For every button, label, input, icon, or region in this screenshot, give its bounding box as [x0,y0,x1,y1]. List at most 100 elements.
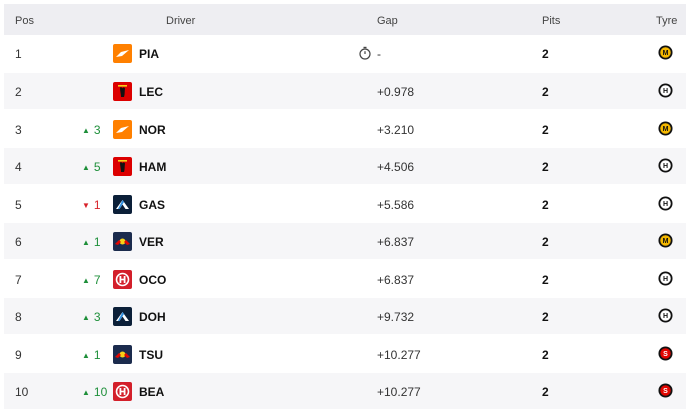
ferrari-logo-icon [113,82,132,101]
column-header-pits[interactable]: Pits [542,15,561,27]
red-bull-logo-icon [113,232,132,251]
position-change: ▲ 5 [82,160,108,174]
arrow-up-icon: ▲ [82,388,90,397]
pits-cell: 2 [542,123,549,137]
alpine-logo-icon [113,195,132,214]
svg-text:H: H [663,276,668,283]
ferrari-logo-icon [113,157,132,176]
position-change: ▲ 3 [82,123,108,137]
arrow-up-icon: ▲ [82,126,90,135]
position-cell: 10 [15,385,29,399]
svg-text:M: M [663,50,669,57]
position-change: ▲ 1 [82,348,108,362]
gap-cell: +9.732 [377,310,415,324]
gap-cell: +10.277 [377,348,421,362]
driver-code[interactable]: OCO [139,273,167,287]
position-cell: 8 [15,310,22,324]
driver-code[interactable]: DOH [139,310,166,324]
hard-tyre-icon: H [658,158,673,176]
medium-tyre-icon: M [658,121,673,139]
pits-cell: 2 [542,47,549,61]
table-row[interactable]: 6 ▲ 1 VER +6.837 2 M [4,223,686,259]
soft-tyre-icon: S [658,383,673,401]
driver-code[interactable]: PIA [139,47,160,61]
position-change-value: 1 [93,198,101,212]
soft-tyre-icon: S [658,346,673,364]
position-cell: 1 [15,47,22,61]
table-row[interactable]: 8 ▲ 3 DOH +9.732 2 H [4,298,686,334]
position-change-value: 3 [93,310,101,324]
pits-cell: 2 [542,235,549,249]
haas-logo-icon [113,382,132,401]
gap-cell: +0.978 [377,85,415,99]
arrow-up-icon: ▲ [82,276,90,285]
position-change-value: 10 [93,385,108,399]
hard-tyre-icon: H [658,196,673,214]
svg-text:H: H [663,163,668,170]
column-header-tyre[interactable]: Tyre [656,15,678,27]
position-cell: 6 [15,235,22,249]
gap-cell: +6.837 [377,273,415,287]
position-change: ▲ 3 [82,310,108,324]
pits-cell: 2 [542,273,549,287]
position-cell: 7 [15,273,22,287]
svg-text:M: M [663,238,669,245]
position-change-value: 5 [93,160,101,174]
position-change-value: 1 [93,348,101,362]
gap-cell: +5.586 [377,198,415,212]
position-change: ▲ 10 [82,385,108,399]
table-row[interactable]: 4 ▲ 5 HAM +4.506 2 H [4,148,686,184]
column-header-gap[interactable]: Gap [377,15,398,27]
table-row[interactable]: 1 PIA - 2 M [4,35,686,71]
pits-cell: 2 [542,198,549,212]
table-header: Pos Driver Gap Pits Tyre [4,4,686,35]
table-row[interactable]: 2 LEC +0.978 2 H [4,73,686,109]
svg-text:H: H [663,313,668,320]
position-change-value: 3 [93,123,101,137]
arrow-up-icon: ▲ [82,238,90,247]
arrow-up-icon: ▲ [82,163,90,172]
gap-cell: - [377,47,381,61]
arrow-up-icon: ▲ [82,313,90,322]
pits-cell: 2 [542,85,549,99]
alpine-logo-icon [113,307,132,326]
driver-code[interactable]: NOR [139,123,166,137]
position-cell: 9 [15,348,22,362]
table-row[interactable]: 5 ▼ 1 GAS +5.586 2 H [4,186,686,222]
pits-cell: 2 [542,310,549,324]
table-row[interactable]: 10 ▲ 10 BEA +10.277 2 S [4,373,686,409]
position-change: ▲ 1 [82,235,108,249]
driver-code[interactable]: LEC [139,85,163,99]
driver-code[interactable]: GAS [139,198,166,212]
svg-text:S: S [663,351,668,358]
table-row[interactable]: 9 ▲ 1 TSU +10.277 2 S [4,336,686,372]
red-bull-logo-icon [113,345,132,364]
position-change: ▼ 1 [82,198,108,212]
driver-code[interactable]: VER [139,235,164,249]
pits-cell: 2 [542,348,549,362]
mclaren-logo-icon [113,120,132,139]
driver-code[interactable]: BEA [139,385,165,399]
position-cell: 3 [15,123,22,137]
svg-text:H: H [663,88,668,95]
haas-logo-icon [113,270,132,289]
driver-code[interactable]: HAM [139,160,167,174]
table-row[interactable]: 7 ▲ 7 OCO +6.837 2 H [4,261,686,297]
table-row[interactable]: 3 ▲ 3 NOR +3.210 2 M [4,111,686,147]
svg-text:M: M [663,126,669,133]
driver-code[interactable]: TSU [139,348,163,362]
medium-tyre-icon: M [658,45,673,63]
position-cell: 4 [15,160,22,174]
arrow-down-icon: ▼ [82,201,90,210]
stopwatch-icon [358,46,372,63]
column-header-pos[interactable]: Pos [15,15,34,27]
hard-tyre-icon: H [658,308,673,326]
column-header-driver[interactable]: Driver [166,15,196,27]
medium-tyre-icon: M [658,233,673,251]
mclaren-logo-icon [113,44,132,63]
arrow-up-icon: ▲ [82,351,90,360]
pits-cell: 2 [542,160,549,174]
hard-tyre-icon: H [658,83,673,101]
gap-cell: +4.506 [377,160,415,174]
position-change-value: 7 [93,273,101,287]
